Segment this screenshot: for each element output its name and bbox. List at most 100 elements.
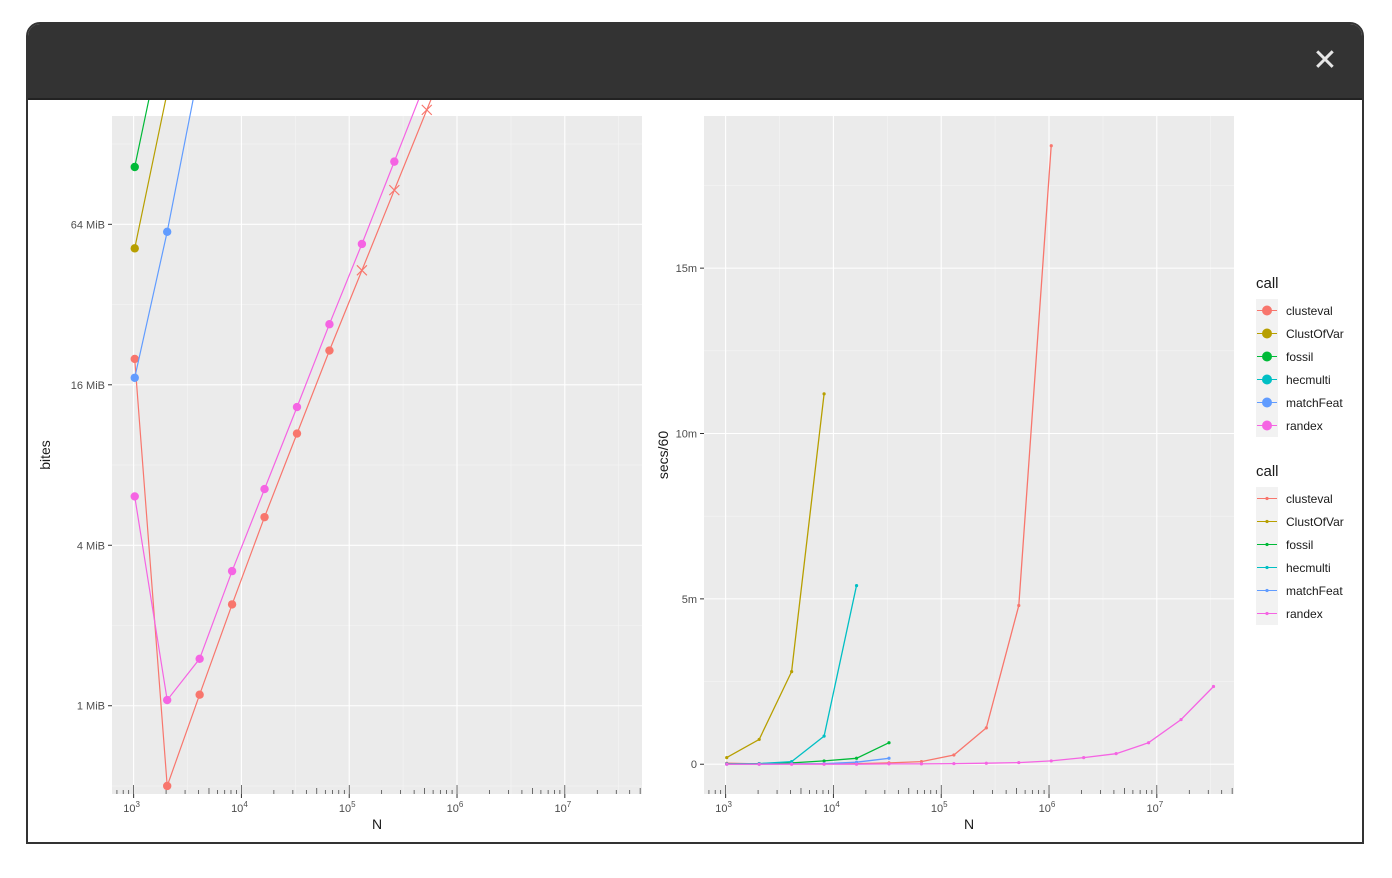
data-point-clusteval (984, 726, 988, 730)
legend-key-point (1265, 542, 1269, 547)
legend-key-point (1265, 611, 1269, 616)
x-tick-label: 105 (931, 800, 948, 815)
data-point-clusteval (919, 759, 924, 764)
series-randex (130, 100, 420, 705)
legend-key-point (1262, 397, 1272, 408)
y-tick-label: 1 MiB (77, 701, 105, 713)
series-line-matchFeat (134, 100, 194, 378)
y-tick-label: 5m (682, 594, 697, 606)
data-point-clusteval (1049, 144, 1053, 148)
series-line-randex (134, 100, 420, 702)
x-tick-label: 105 (339, 800, 356, 815)
y-tick-label: 64 MiB (71, 219, 105, 231)
data-point-randex (162, 695, 172, 705)
data-point-randex (1017, 760, 1021, 765)
legend-line: call clusteval ClustOfVar fossil hecmulti mat… (1256, 463, 1344, 625)
data-point-randex (1114, 752, 1118, 756)
y-axis-title: secs/60 (655, 431, 671, 479)
panel-background (704, 116, 1234, 794)
series-line-ClustOfVar (134, 100, 167, 249)
x-tick-label: 106 (447, 800, 464, 815)
legend-label: hecmulti (1286, 561, 1331, 575)
series-ClustOfVar (725, 392, 826, 760)
data-point-ClustOfVar (130, 244, 139, 253)
data-point-clusteval (260, 512, 269, 522)
data-point-cross-clusteval (421, 104, 433, 116)
data-point-ClustOfVar (757, 737, 761, 742)
legend-label: randex (1286, 607, 1323, 621)
data-point-fossil (822, 759, 826, 763)
legend-label: ClustOfVar (1286, 327, 1344, 341)
data-point-randex (984, 761, 988, 765)
legend-label: hecmulti (1286, 373, 1331, 387)
x-tick-label: 107 (1146, 800, 1163, 815)
data-point-randex (1082, 756, 1086, 760)
data-point-clusteval (227, 600, 237, 609)
data-point-cross-clusteval (356, 264, 368, 276)
data-point-randex (1146, 741, 1151, 745)
data-point-hecmulti (822, 734, 826, 738)
legend-label: randex (1286, 419, 1323, 433)
data-point-matchFeat (130, 373, 139, 382)
data-point-randex (757, 762, 761, 766)
legend-title: call (1256, 463, 1279, 480)
data-point-fossil (854, 756, 859, 760)
data-point-randex (854, 762, 859, 766)
x-tick-label: 104 (231, 800, 248, 815)
y-tick-label: 10m (676, 429, 697, 441)
data-point-clusteval (130, 354, 139, 364)
x-axis-title: N (372, 816, 382, 832)
panel-background (112, 116, 642, 794)
data-point-matchFeat (887, 756, 891, 760)
series-randex (725, 684, 1216, 766)
y-tick-label: 4 MiB (77, 540, 105, 552)
data-point-clusteval (195, 690, 204, 699)
data-point-ClustOfVar (790, 670, 794, 674)
x-tick-label: 106 (1039, 800, 1056, 815)
y-axis-title: bites (37, 440, 53, 470)
data-point-randex (390, 157, 399, 166)
series-line-ClustOfVar (726, 393, 825, 759)
series-fossil (130, 100, 150, 172)
legend-key-point (1262, 374, 1272, 385)
legend-label: fossil (1286, 538, 1313, 552)
legend-label: matchFeat (1286, 584, 1343, 598)
close-icon[interactable]: ✕ (1312, 44, 1338, 77)
data-point-randex (822, 762, 826, 766)
x-tick-label: 103 (123, 800, 140, 815)
data-point-randex (130, 492, 139, 501)
dialog-titlebar: ✕ (28, 24, 1362, 100)
series-matchFeat (130, 100, 194, 382)
legend-key-point (1265, 565, 1269, 570)
data-point-randex (919, 762, 924, 766)
series-ClustOfVar (130, 100, 167, 253)
y-tick-label: 16 MiB (71, 380, 105, 392)
data-point-clusteval (952, 753, 956, 757)
legend-label: matchFeat (1286, 396, 1343, 410)
legend-key-point (1265, 496, 1269, 501)
legend-key-point (1262, 305, 1272, 316)
x-axis-title: N (964, 816, 974, 832)
data-point-randex (1179, 717, 1183, 722)
data-point-clusteval (292, 429, 302, 438)
data-point-randex (725, 762, 729, 766)
legend-key-point (1262, 328, 1272, 339)
data-point-randex (260, 484, 269, 494)
data-point-randex (887, 762, 891, 766)
y-tick-label: 15m (676, 263, 697, 275)
data-point-hecmulti (854, 584, 859, 588)
data-point-clusteval (162, 781, 172, 791)
legend-key-point (1262, 420, 1272, 431)
data-point-randex (952, 761, 956, 766)
legend-point: call clusteval ClustOfVar fossil hecmulti mat… (1256, 275, 1344, 437)
legend-label: fossil (1286, 350, 1313, 364)
legend-label: clusteval (1286, 304, 1333, 318)
data-point-ClustOfVar (725, 756, 729, 760)
data-point-clusteval (325, 346, 334, 355)
y-tick-label: 0 (691, 759, 697, 771)
data-point-fossil (130, 162, 139, 172)
